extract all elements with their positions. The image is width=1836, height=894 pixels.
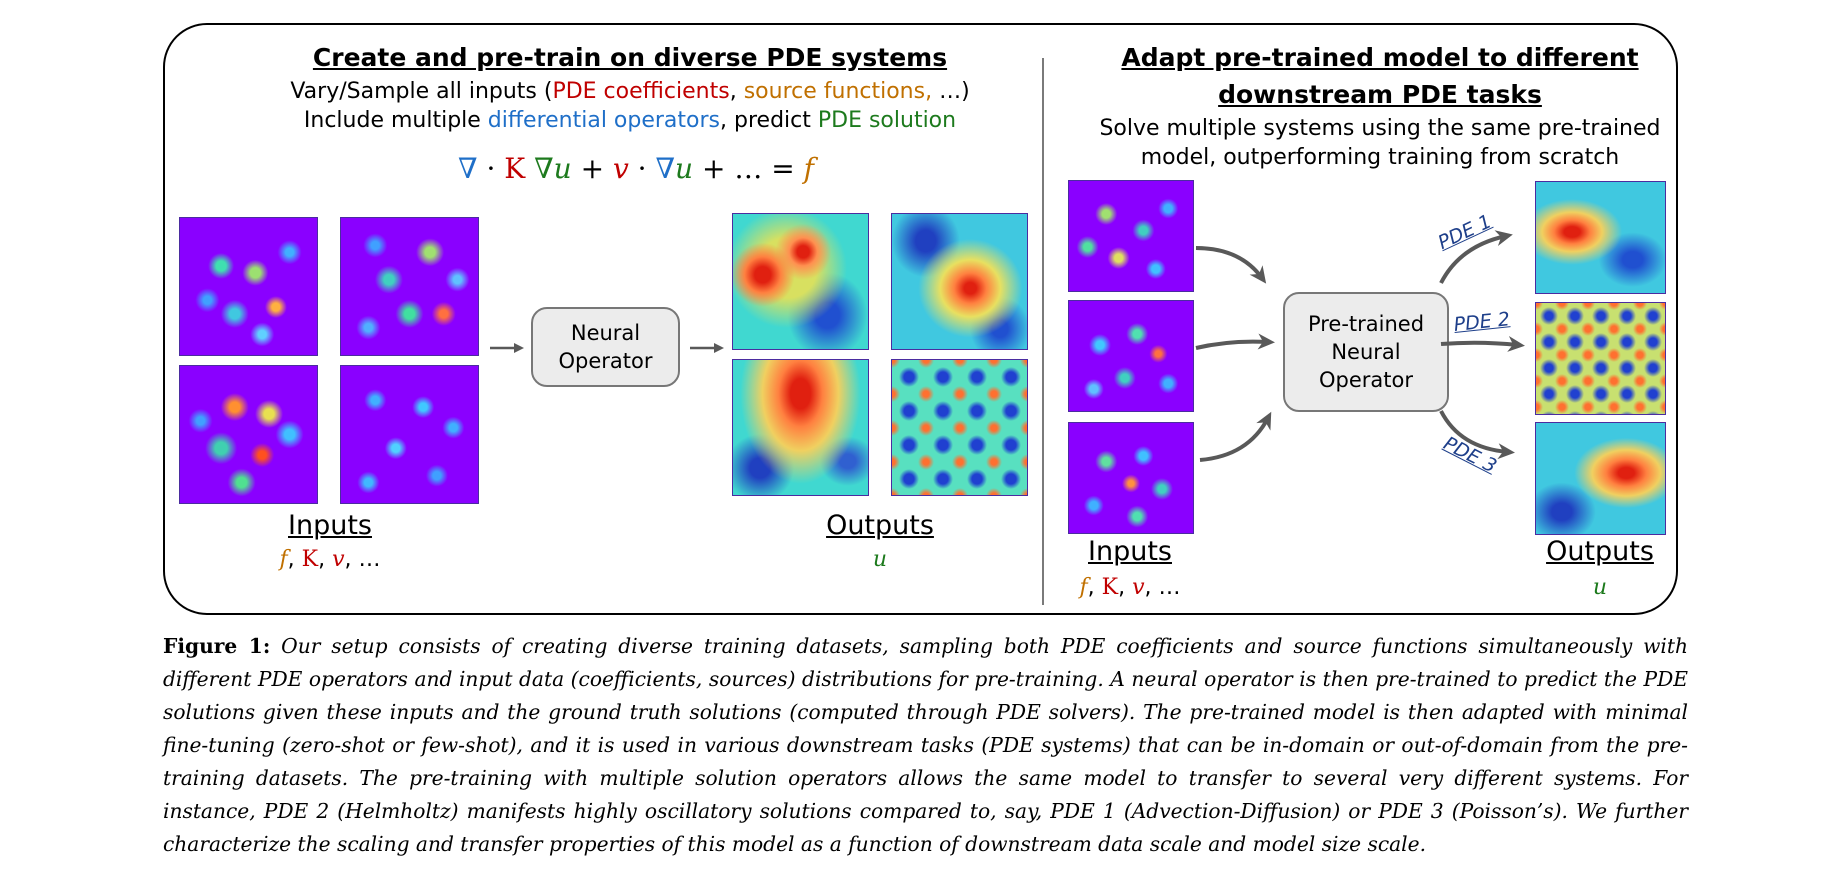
eq-u-1: u bbox=[553, 152, 572, 185]
output-heatmap-3 bbox=[732, 359, 869, 496]
line2-operators: differential operators bbox=[487, 108, 721, 133]
left-inputs-label: Inputs bbox=[288, 510, 372, 541]
left-panel-line2: Include multiple differential operators,… bbox=[230, 108, 1030, 133]
left-outputs-var: u bbox=[872, 547, 888, 572]
left-inputs-vars: f, K, v, … bbox=[230, 547, 430, 572]
box-line-1: Neural bbox=[570, 321, 641, 345]
box-line-2: Operator bbox=[558, 349, 653, 373]
right-panel-title-line2: downstream PDE tasks bbox=[1218, 80, 1542, 109]
right-input-heatmap-1 bbox=[1068, 180, 1194, 292]
input-heatmap-4 bbox=[340, 365, 479, 504]
eq-f: f bbox=[803, 152, 814, 185]
box-line-1: Pre-trained bbox=[1307, 312, 1425, 336]
eq-nabla-2: ∇ bbox=[525, 152, 554, 185]
caption-text: Our setup consists of creating diverse t… bbox=[163, 634, 1688, 856]
box-line-3: Operator bbox=[1318, 368, 1413, 392]
output-heatmap-1 bbox=[732, 213, 869, 350]
pde2-output-heatmap bbox=[1535, 302, 1666, 415]
var-rest: , … bbox=[344, 547, 381, 572]
eq-plus-1: + bbox=[571, 152, 613, 185]
input-heatmap-3 bbox=[179, 365, 318, 504]
right-panel-desc-line1: Solve multiple systems using the same pr… bbox=[1099, 116, 1661, 141]
var-K: K bbox=[301, 547, 319, 572]
pde1-output-heatmap bbox=[1535, 181, 1666, 294]
eq-u-2: u bbox=[675, 152, 694, 185]
line2-prefix: Include multiple bbox=[303, 108, 488, 133]
right-outputs-label: Outputs bbox=[1546, 536, 1654, 567]
figure-frame bbox=[163, 23, 1678, 615]
right-input-heatmap-3 bbox=[1068, 422, 1194, 534]
right-panel-title-line1: Adapt pre-trained model to different bbox=[1121, 43, 1639, 72]
right-panel-desc-line2: model, outperforming training from scrat… bbox=[1140, 145, 1620, 170]
input-heatmap-1 bbox=[179, 217, 318, 356]
right-inputs-vars: f, K, v, … bbox=[1040, 575, 1220, 600]
eq-dot-2: · bbox=[628, 152, 656, 185]
neural-operator-box: Neural Operator bbox=[531, 307, 680, 387]
right-input-heatmap-2 bbox=[1068, 300, 1194, 412]
eq-plus-2: + … = bbox=[693, 152, 804, 185]
pretrained-operator-box: Pre-trained Neural Operator bbox=[1283, 292, 1449, 412]
figure-caption: Figure 1: Our setup consists of creating… bbox=[163, 630, 1688, 861]
var-v: v bbox=[332, 547, 345, 572]
pde3-output-heatmap bbox=[1535, 422, 1666, 535]
right-outputs-var: u bbox=[1592, 575, 1608, 600]
var-K: K bbox=[1101, 575, 1119, 600]
left-panel-title: Create and pre-train on diverse PDE syst… bbox=[312, 43, 948, 72]
output-heatmap-2 bbox=[891, 213, 1028, 350]
eq-dot-1: · bbox=[477, 152, 505, 185]
eq-nabla-1: ∇ bbox=[458, 152, 478, 185]
var-f: f bbox=[1079, 575, 1088, 600]
input-heatmap-2 bbox=[340, 217, 479, 356]
eq-K: K bbox=[504, 152, 526, 185]
eq-v: v bbox=[612, 152, 629, 185]
line1-coefficients: PDE coefficients bbox=[552, 79, 730, 104]
box-line-2: Neural bbox=[1331, 340, 1401, 364]
left-panel-line1: Vary/Sample all inputs (PDE coefficients… bbox=[230, 79, 1030, 104]
caption-label: Figure 1: bbox=[163, 634, 271, 658]
var-sep-1: , bbox=[1087, 575, 1102, 600]
line1-prefix: Vary/Sample all inputs ( bbox=[290, 79, 553, 104]
left-outputs-label: Outputs bbox=[826, 510, 934, 541]
line2-mid: , predict bbox=[720, 108, 818, 133]
line1-source-functions: source functions, bbox=[743, 79, 933, 104]
var-sep-2: , bbox=[318, 547, 333, 572]
var-v: v bbox=[1132, 575, 1145, 600]
var-rest: , … bbox=[1144, 575, 1181, 600]
right-inputs-label: Inputs bbox=[1088, 536, 1172, 567]
line1-comma: , bbox=[729, 79, 744, 104]
eq-nabla-3: ∇ bbox=[655, 152, 676, 185]
pde-equation: ∇ · K ∇u + v · ∇u + … = f bbox=[458, 152, 814, 185]
line2-solution: PDE solution bbox=[817, 108, 957, 133]
var-f: f bbox=[279, 547, 288, 572]
panel-divider bbox=[1042, 58, 1044, 605]
var-sep-1: , bbox=[287, 547, 302, 572]
var-sep-2: , bbox=[1118, 575, 1133, 600]
output-heatmap-4 bbox=[891, 359, 1028, 496]
line1-suffix: …) bbox=[932, 79, 970, 104]
